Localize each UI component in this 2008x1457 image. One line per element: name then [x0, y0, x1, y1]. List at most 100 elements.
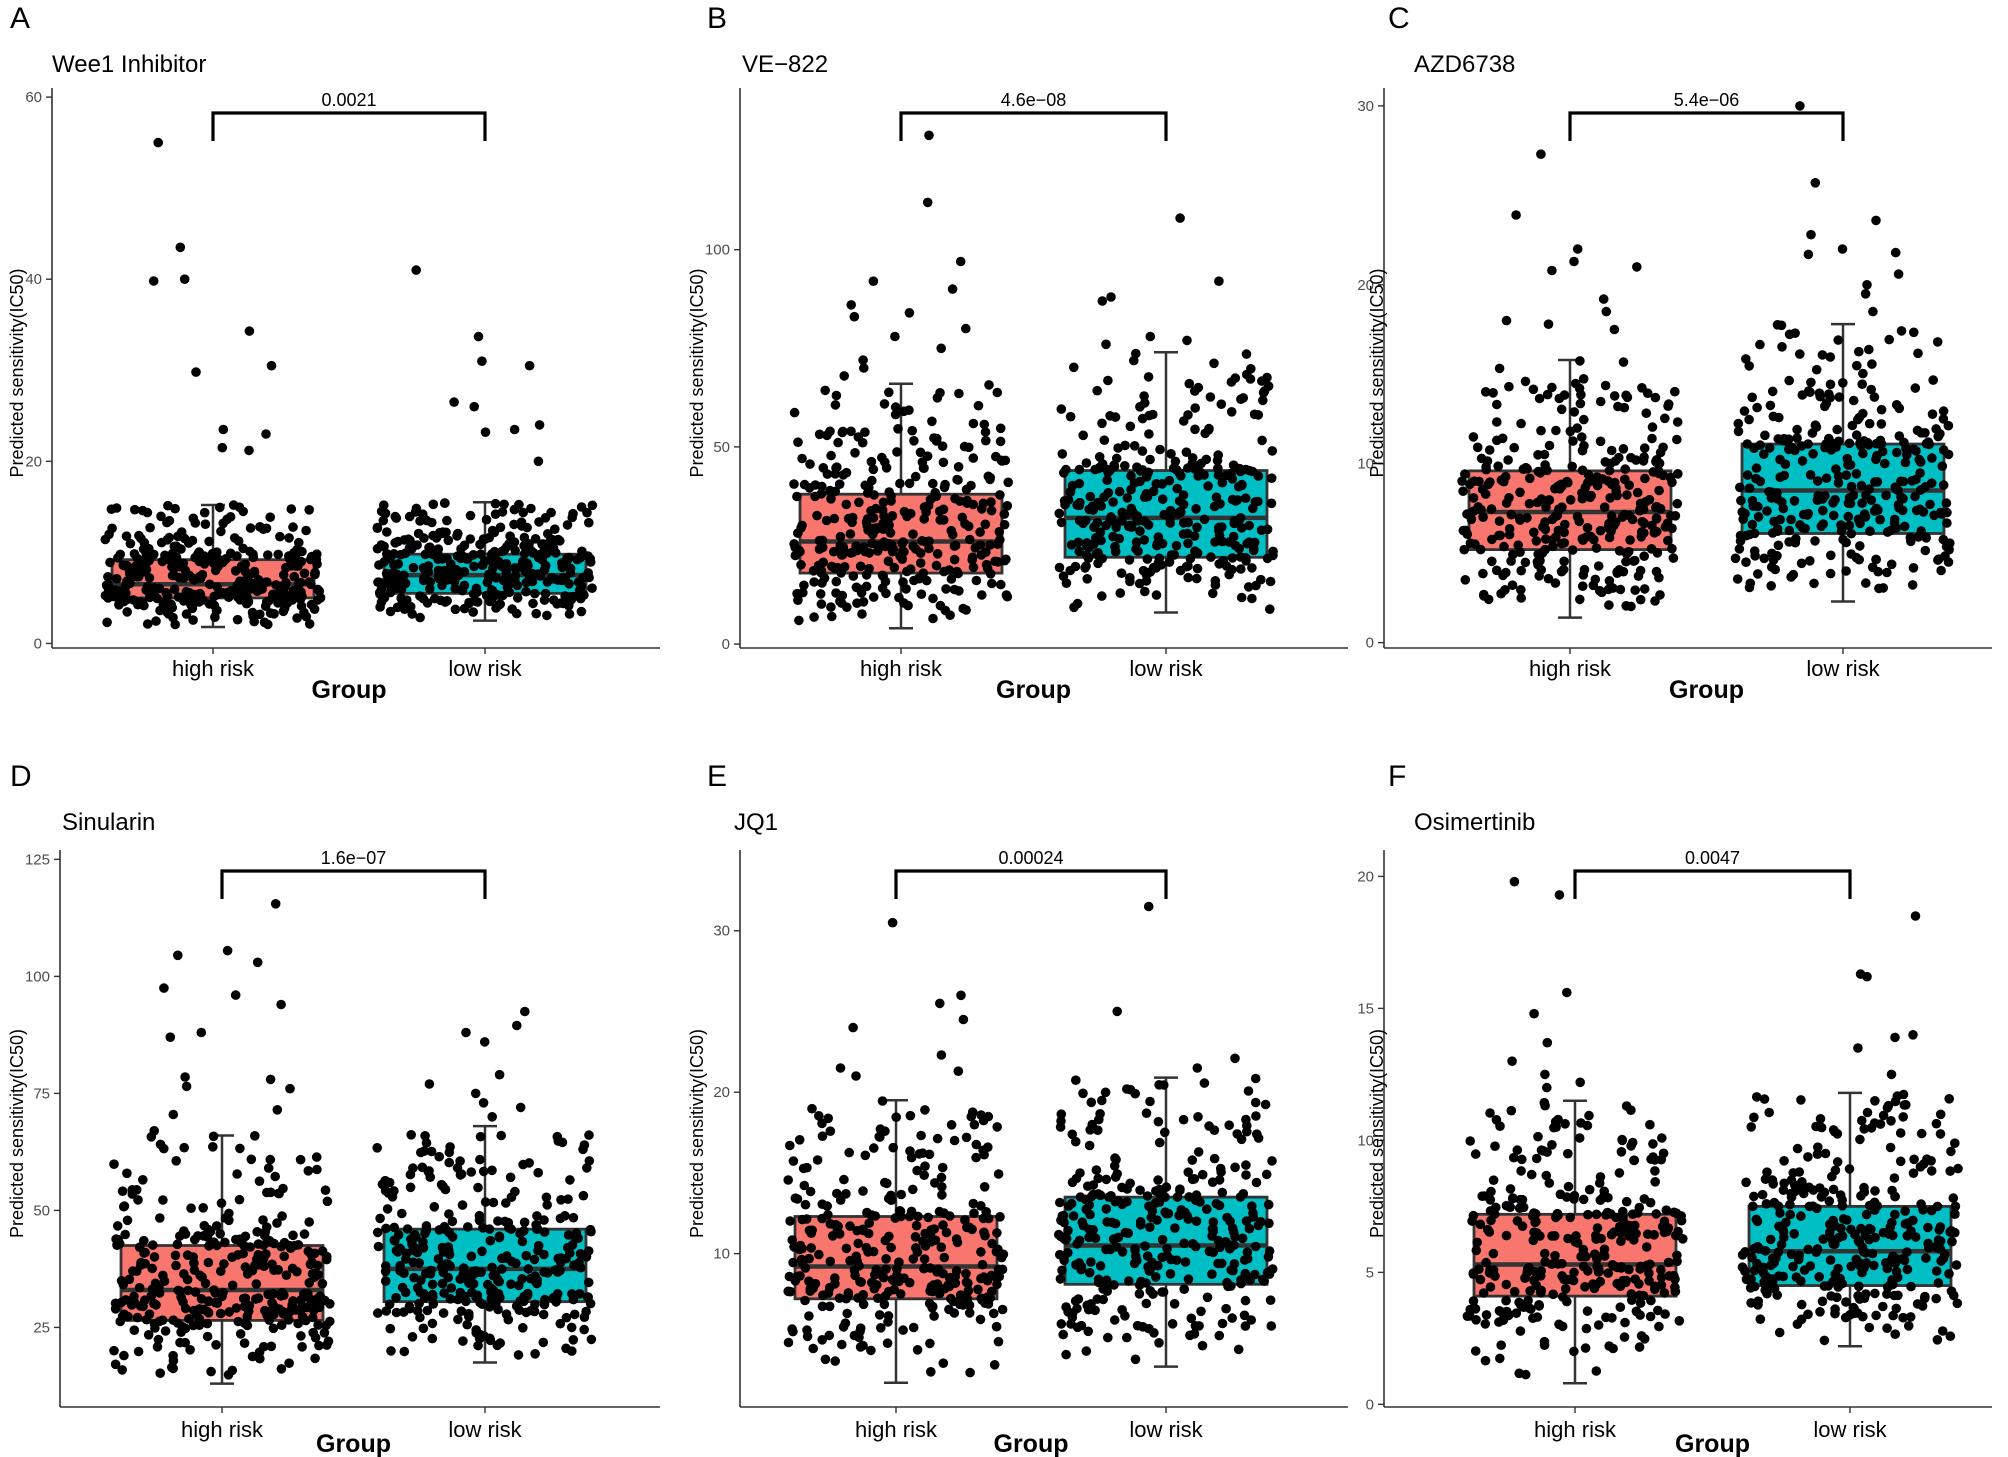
data-point — [1556, 404, 1567, 415]
data-point — [977, 590, 987, 600]
data-point — [489, 546, 500, 557]
data-point — [117, 1365, 127, 1375]
data-point — [1188, 1239, 1198, 1249]
data-point — [1760, 1246, 1771, 1256]
data-point — [118, 1279, 129, 1290]
data-point — [1251, 1111, 1261, 1121]
data-point — [233, 1316, 244, 1327]
data-point — [485, 1235, 496, 1246]
data-point — [1632, 487, 1643, 498]
point-cloud — [1737, 911, 1963, 1346]
data-point — [1659, 1216, 1670, 1227]
data-point — [1825, 379, 1836, 390]
y-tick-label: 50 — [713, 439, 730, 456]
data-point — [1935, 1244, 1946, 1254]
data-point — [1932, 1335, 1943, 1345]
data-point — [867, 538, 877, 549]
data-point — [1753, 569, 1763, 579]
data-point — [817, 578, 827, 588]
data-point — [1749, 1265, 1760, 1276]
data-point — [505, 1172, 516, 1183]
data-point — [1650, 596, 1660, 606]
data-point — [1871, 503, 1882, 514]
data-point — [1814, 493, 1824, 504]
data-point — [1151, 1186, 1161, 1196]
data-point — [263, 1163, 274, 1173]
data-point — [295, 594, 306, 604]
data-point — [1143, 1262, 1153, 1272]
data-point — [1624, 1264, 1634, 1275]
data-point — [1900, 1219, 1911, 1229]
data-point — [475, 539, 485, 550]
data-point — [1936, 565, 1946, 576]
data-point — [795, 1240, 806, 1251]
data-point — [873, 1293, 883, 1303]
data-point — [1627, 1225, 1637, 1235]
data-point — [988, 1308, 999, 1319]
outlier-point — [1143, 901, 1154, 912]
y-axis-label: Predicted sensitivity(IC50) — [687, 268, 707, 477]
data-point — [1788, 1168, 1798, 1178]
data-point — [1626, 452, 1636, 463]
data-point — [1591, 1209, 1602, 1220]
outlier-point — [524, 360, 535, 371]
data-point — [1538, 1146, 1549, 1156]
data-point — [1749, 1281, 1760, 1292]
data-point — [1122, 493, 1133, 503]
box-high-risk — [109, 899, 335, 1385]
data-point — [1481, 464, 1491, 475]
data-point — [1592, 1261, 1602, 1272]
data-point — [129, 1325, 140, 1335]
data-point — [414, 1258, 425, 1268]
data-point — [180, 1303, 191, 1314]
data-point — [1755, 339, 1765, 350]
data-point — [279, 1251, 290, 1262]
data-point — [539, 1267, 549, 1277]
data-point — [265, 512, 276, 522]
y-tick-label: 30 — [1357, 98, 1374, 115]
data-point — [841, 1243, 852, 1254]
data-point — [1126, 503, 1137, 514]
data-point — [209, 1237, 219, 1247]
data-point — [1672, 498, 1683, 509]
data-point — [1918, 1205, 1928, 1215]
data-point — [1579, 414, 1589, 425]
data-point — [1470, 1304, 1481, 1314]
data-point — [890, 1213, 901, 1223]
data-point — [1762, 1288, 1772, 1299]
outlier-point — [1554, 890, 1565, 900]
data-point — [1257, 376, 1267, 386]
data-point — [864, 1218, 874, 1228]
data-point — [293, 582, 304, 592]
data-point — [1516, 593, 1526, 603]
data-point — [399, 535, 410, 545]
outlier-point — [1214, 276, 1224, 287]
data-point — [1618, 444, 1629, 454]
data-point — [894, 1257, 904, 1267]
data-point — [1744, 414, 1754, 425]
data-point — [1828, 1125, 1839, 1135]
data-point — [1139, 391, 1149, 401]
data-point — [1824, 1196, 1835, 1206]
data-point — [812, 510, 822, 521]
data-point — [1214, 1330, 1225, 1341]
data-point — [204, 599, 215, 609]
data-point — [878, 1272, 889, 1283]
data-point — [1526, 1169, 1537, 1180]
data-point — [843, 1288, 854, 1298]
data-point — [1647, 433, 1657, 444]
outlier-point — [1886, 1069, 1897, 1080]
data-point — [1864, 344, 1874, 355]
data-point — [798, 1163, 809, 1174]
data-point — [304, 1217, 315, 1227]
data-point — [1159, 1080, 1169, 1090]
data-point — [1815, 1114, 1826, 1124]
outlier-point — [848, 1022, 858, 1033]
data-point — [979, 419, 990, 430]
data-point — [964, 1308, 975, 1318]
data-point — [468, 607, 479, 617]
data-point — [883, 556, 894, 566]
data-point — [1798, 509, 1809, 520]
data-point — [1767, 548, 1777, 559]
data-point — [215, 1308, 226, 1319]
